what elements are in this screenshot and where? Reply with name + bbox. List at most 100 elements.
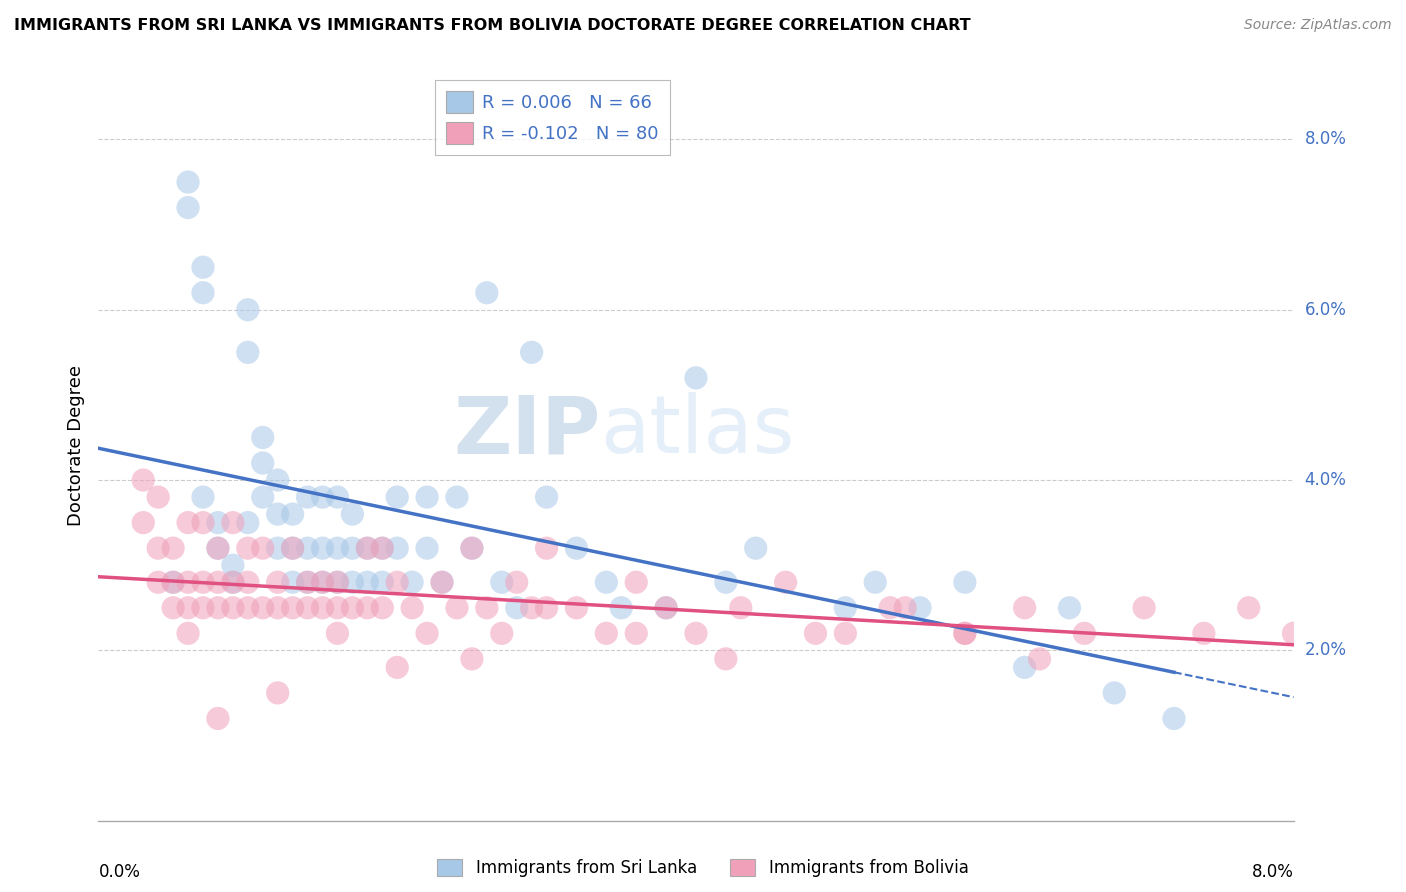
Point: [222, 575, 245, 590]
Point: [401, 575, 423, 590]
Point: [207, 516, 229, 530]
Point: [207, 600, 229, 615]
Point: [297, 490, 319, 504]
Point: [222, 600, 245, 615]
Point: [148, 490, 170, 504]
Point: [356, 541, 378, 556]
Point: [222, 516, 245, 530]
Point: [953, 626, 976, 640]
Point: [416, 541, 439, 556]
Point: [371, 541, 394, 556]
Point: [775, 575, 797, 590]
Point: [326, 626, 349, 640]
Point: [834, 626, 856, 640]
Point: [191, 490, 214, 504]
Text: IMMIGRANTS FROM SRI LANKA VS IMMIGRANTS FROM BOLIVIA DOCTORATE DEGREE CORRELATIO: IMMIGRANTS FROM SRI LANKA VS IMMIGRANTS …: [14, 18, 970, 33]
Point: [461, 652, 484, 666]
Point: [252, 490, 274, 504]
Point: [626, 626, 648, 640]
Point: [356, 600, 378, 615]
Point: [311, 490, 333, 504]
Point: [714, 575, 737, 590]
Legend: Immigrants from Sri Lanka, Immigrants from Bolivia: Immigrants from Sri Lanka, Immigrants fr…: [430, 852, 976, 884]
Point: [267, 686, 290, 700]
Point: [506, 600, 529, 615]
Point: [191, 575, 214, 590]
Point: [385, 541, 409, 556]
Point: [730, 600, 752, 615]
Point: [685, 626, 707, 640]
Legend: R = 0.006   N = 66, R = -0.102   N = 80: R = 0.006 N = 66, R = -0.102 N = 80: [436, 80, 669, 155]
Point: [342, 600, 364, 615]
Point: [745, 541, 768, 556]
Point: [191, 260, 214, 275]
Point: [536, 490, 558, 504]
Point: [297, 575, 319, 590]
Point: [342, 507, 364, 521]
Point: [416, 490, 439, 504]
Point: [281, 600, 304, 615]
Point: [565, 600, 588, 615]
Point: [446, 490, 468, 504]
Point: [1014, 660, 1036, 674]
Point: [953, 575, 976, 590]
Text: ZIP: ZIP: [453, 392, 600, 470]
Point: [1163, 711, 1185, 725]
Text: 2.0%: 2.0%: [1305, 641, 1347, 659]
Point: [281, 575, 304, 590]
Point: [207, 541, 229, 556]
Point: [356, 575, 378, 590]
Point: [326, 575, 349, 590]
Point: [236, 345, 259, 359]
Point: [267, 473, 290, 487]
Point: [222, 575, 245, 590]
Point: [401, 600, 423, 615]
Point: [148, 575, 170, 590]
Point: [475, 600, 498, 615]
Point: [326, 575, 349, 590]
Point: [236, 516, 259, 530]
Point: [326, 600, 349, 615]
Point: [311, 575, 333, 590]
Point: [953, 626, 976, 640]
Point: [148, 541, 170, 556]
Point: [894, 600, 917, 615]
Point: [430, 575, 453, 590]
Point: [491, 575, 513, 590]
Point: [865, 575, 887, 590]
Text: 8.0%: 8.0%: [1251, 863, 1294, 881]
Text: 6.0%: 6.0%: [1305, 301, 1347, 318]
Point: [520, 600, 543, 615]
Point: [1073, 626, 1095, 640]
Point: [177, 516, 200, 530]
Point: [595, 575, 617, 590]
Point: [1282, 626, 1305, 640]
Point: [252, 430, 274, 444]
Point: [236, 541, 259, 556]
Point: [281, 541, 304, 556]
Point: [385, 660, 409, 674]
Point: [342, 541, 364, 556]
Point: [520, 345, 543, 359]
Point: [804, 626, 827, 640]
Point: [565, 541, 588, 556]
Y-axis label: Doctorate Degree: Doctorate Degree: [66, 366, 84, 526]
Point: [655, 600, 678, 615]
Point: [1104, 686, 1126, 700]
Point: [834, 600, 856, 615]
Point: [162, 575, 184, 590]
Point: [267, 575, 290, 590]
Point: [191, 600, 214, 615]
Point: [311, 600, 333, 615]
Point: [311, 541, 333, 556]
Point: [162, 541, 184, 556]
Point: [342, 575, 364, 590]
Point: [311, 575, 333, 590]
Point: [297, 575, 319, 590]
Point: [536, 541, 558, 556]
Point: [162, 575, 184, 590]
Point: [1059, 600, 1081, 615]
Point: [236, 600, 259, 615]
Point: [1028, 652, 1050, 666]
Point: [222, 558, 245, 573]
